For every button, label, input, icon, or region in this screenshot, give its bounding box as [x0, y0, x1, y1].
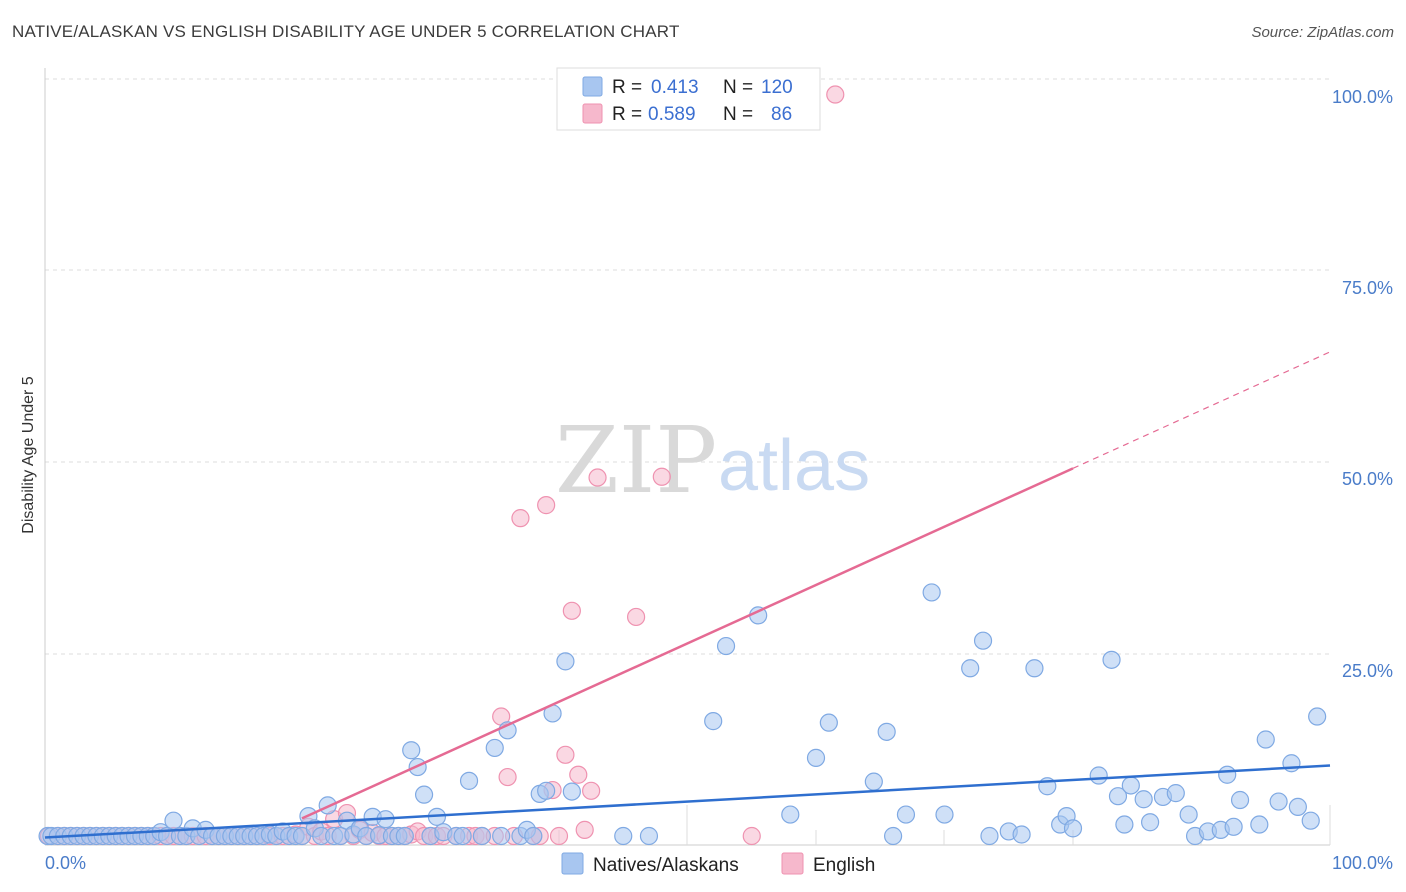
source-label: Source: ZipAtlas.com [1251, 24, 1394, 41]
natives-trend-line [44, 764, 1331, 839]
native-point-119 [1256, 730, 1275, 749]
native-point-106 [1121, 776, 1140, 795]
english-point-73 [537, 496, 556, 515]
native-point-83 [781, 805, 800, 824]
english-point-83 [652, 467, 671, 486]
native-point-79 [639, 826, 659, 846]
x-tick-100: 100.0% [1332, 853, 1393, 873]
native-point-20 [164, 811, 183, 830]
native-point-93 [973, 631, 993, 650]
native-point-116 [1224, 817, 1243, 836]
native-point-107 [1134, 790, 1153, 809]
native-point-91 [935, 805, 954, 824]
bottom-legend-swatch-natives [561, 852, 584, 875]
bottom-legend-label-english: English [813, 855, 875, 876]
english-point-85 [826, 85, 845, 104]
legend-n-label-english: N = [723, 104, 753, 125]
native-point-85 [819, 713, 838, 732]
native-point-120 [1269, 792, 1288, 811]
native-point-108 [1140, 813, 1160, 832]
native-point-92 [961, 659, 980, 678]
native-point-94 [980, 826, 999, 846]
english-point-76 [556, 745, 575, 764]
native-point-101 [1063, 819, 1083, 838]
native-point-118 [1250, 815, 1269, 834]
native-point-84 [806, 748, 826, 767]
native-point-89 [896, 805, 916, 824]
bottom-legend-label-natives: Natives/Alaskans [593, 855, 739, 876]
native-point-59 [414, 785, 434, 804]
y-axis-label: Disability Age Under 5 [20, 376, 37, 534]
native-point-123 [1301, 811, 1320, 830]
english-point-78 [569, 765, 588, 784]
native-point-77 [562, 782, 581, 801]
legend-r-label-english: R = [612, 104, 642, 125]
native-point-115 [1218, 765, 1237, 784]
watermark-zip: ZIP [555, 407, 717, 514]
native-point-78 [614, 826, 633, 846]
english-trend-extension [1072, 351, 1331, 469]
legend-r-value-english: 0.589 [648, 104, 696, 125]
native-point-122 [1288, 797, 1307, 817]
bottom-legend-swatch-english [781, 852, 804, 875]
native-point-124 [1308, 707, 1327, 726]
legend-r-label-natives: R = [612, 77, 642, 98]
legend-n-value-natives: 120 [761, 77, 793, 98]
native-point-67 [485, 738, 504, 758]
native-point-88 [883, 826, 903, 846]
chart-title: NATIVE/ALASKAN VS ENGLISH DISABILITY AGE… [12, 22, 680, 41]
gridlines [45, 78, 1330, 655]
legend-n-value-english: 86 [771, 104, 792, 125]
native-point-87 [877, 722, 896, 741]
english-trend-line [301, 467, 1074, 820]
legend-n-label-natives: N = [723, 77, 753, 98]
y-tick-25: 25.0% [1342, 661, 1393, 681]
native-point-96 [1012, 825, 1031, 844]
native-point-64 [453, 826, 472, 846]
native-point-65 [459, 771, 479, 790]
legend-swatch-english [582, 103, 603, 124]
english-point-75 [549, 826, 569, 846]
native-point-68 [492, 826, 511, 846]
native-point-110 [1166, 784, 1185, 803]
native-point-72 [524, 826, 543, 846]
watermark-atlas: atlas [718, 426, 870, 506]
native-point-117 [1230, 790, 1250, 810]
legend-swatch-natives [582, 76, 603, 97]
native-points [38, 583, 1327, 846]
native-point-81 [716, 636, 736, 656]
native-point-102 [1089, 766, 1108, 785]
native-point-105 [1115, 815, 1134, 834]
native-point-103 [1102, 650, 1121, 669]
native-point-86 [864, 772, 883, 791]
native-point-97 [1025, 659, 1044, 678]
legend: R = 0.413 N = 120 R = 0.589 N = 86 [556, 67, 821, 131]
english-point-77 [562, 601, 581, 620]
bottom-legend: Natives/Alaskans English [561, 852, 875, 876]
native-point-56 [395, 826, 414, 846]
native-point-80 [704, 712, 723, 731]
y-tick-50: 50.0% [1342, 469, 1393, 489]
x-tick-0: 0.0% [45, 853, 86, 873]
native-point-57 [402, 741, 421, 760]
trend-lines [44, 351, 1331, 839]
native-point-104 [1108, 787, 1128, 806]
english-point-79 [575, 820, 594, 839]
native-point-76 [556, 652, 575, 671]
legend-r-value-natives: 0.413 [651, 77, 699, 98]
english-point-80 [582, 781, 601, 800]
english-point-70 [511, 509, 530, 528]
native-point-90 [922, 583, 941, 602]
english-point-82 [626, 607, 646, 627]
english-point-81 [588, 468, 607, 487]
native-point-111 [1179, 805, 1198, 824]
native-point-74 [537, 781, 556, 800]
english-point-68 [498, 767, 517, 787]
native-point-66 [472, 826, 491, 846]
y-tick-75: 75.0% [1342, 278, 1393, 298]
y-tick-100: 100.0% [1332, 87, 1393, 107]
english-point-84 [742, 826, 761, 846]
